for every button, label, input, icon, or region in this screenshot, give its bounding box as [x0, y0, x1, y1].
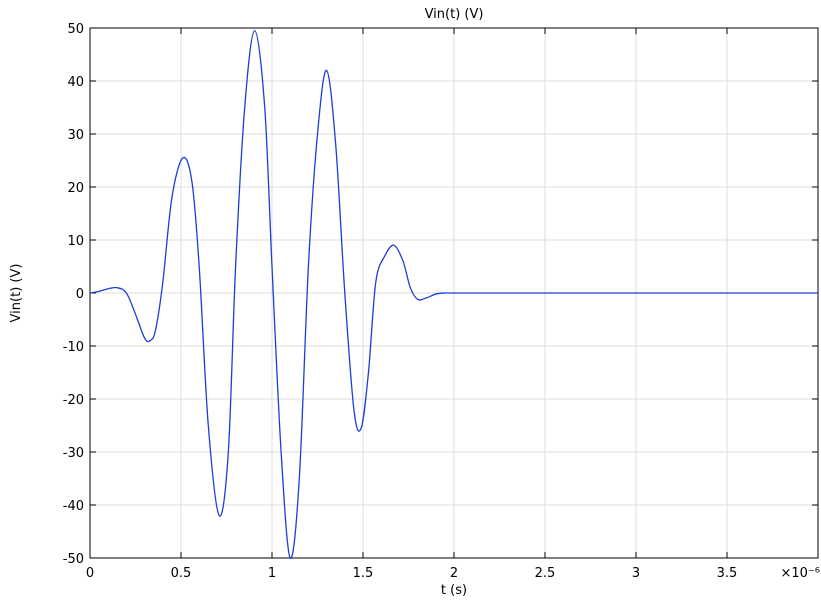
y-tick-label: 10 [67, 234, 84, 249]
x-axis-title: t (s) [441, 583, 467, 598]
y-tick-label: -50 [63, 552, 84, 567]
y-tick-labels: 50 40 30 20 10 0 -10 -20 -30 -40 -50 [63, 22, 84, 567]
series-line [89, 29, 818, 559]
y-axis-title: Vin(t) (V) [9, 264, 24, 323]
x-tick-label: 3.5 [717, 566, 738, 581]
y-tick-label: 30 [67, 128, 84, 143]
chart-title: Vin(t) (V) [425, 7, 484, 22]
x-tick-label: 0.5 [171, 566, 192, 581]
x-tick-label: 0 [86, 566, 94, 581]
y-tick-label: -10 [63, 340, 84, 355]
y-tick-label: -30 [63, 446, 84, 461]
y-tick-label: 40 [67, 75, 84, 90]
y-tick-label: -40 [63, 499, 84, 514]
y-tick-label: -20 [63, 393, 84, 408]
x-tick-label: 2 [450, 566, 458, 581]
x-tick-label: 1.5 [353, 566, 374, 581]
x-axis-multiplier: ×10⁻⁶ [780, 566, 820, 581]
x-tick-label: 1 [268, 566, 276, 581]
x-tick-labels: 0 0.5 1 1.5 2 2.5 3 3.5 [86, 566, 737, 581]
x-tick-label: 2.5 [535, 566, 556, 581]
y-tick-label: 50 [67, 22, 84, 37]
x-tick-label: 3 [632, 566, 640, 581]
y-tick-label: 0 [76, 287, 84, 302]
y-tick-label: 20 [67, 181, 84, 196]
